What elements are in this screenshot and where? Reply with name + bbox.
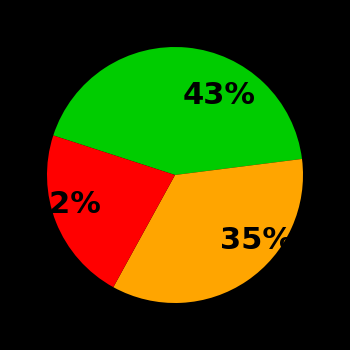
Text: 22%: 22%	[28, 190, 101, 219]
Wedge shape	[47, 135, 175, 287]
Wedge shape	[53, 47, 302, 175]
Text: 35%: 35%	[219, 226, 293, 255]
Text: 43%: 43%	[182, 82, 256, 111]
Wedge shape	[113, 159, 303, 303]
